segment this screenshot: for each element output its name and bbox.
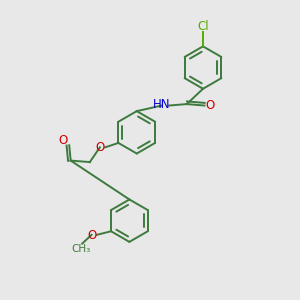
Text: O: O xyxy=(95,141,104,154)
Text: O: O xyxy=(59,134,68,147)
Text: HN: HN xyxy=(153,98,170,111)
Text: CH₃: CH₃ xyxy=(71,244,90,254)
Text: O: O xyxy=(87,229,96,242)
Text: O: O xyxy=(205,99,214,112)
Text: Cl: Cl xyxy=(197,20,209,33)
